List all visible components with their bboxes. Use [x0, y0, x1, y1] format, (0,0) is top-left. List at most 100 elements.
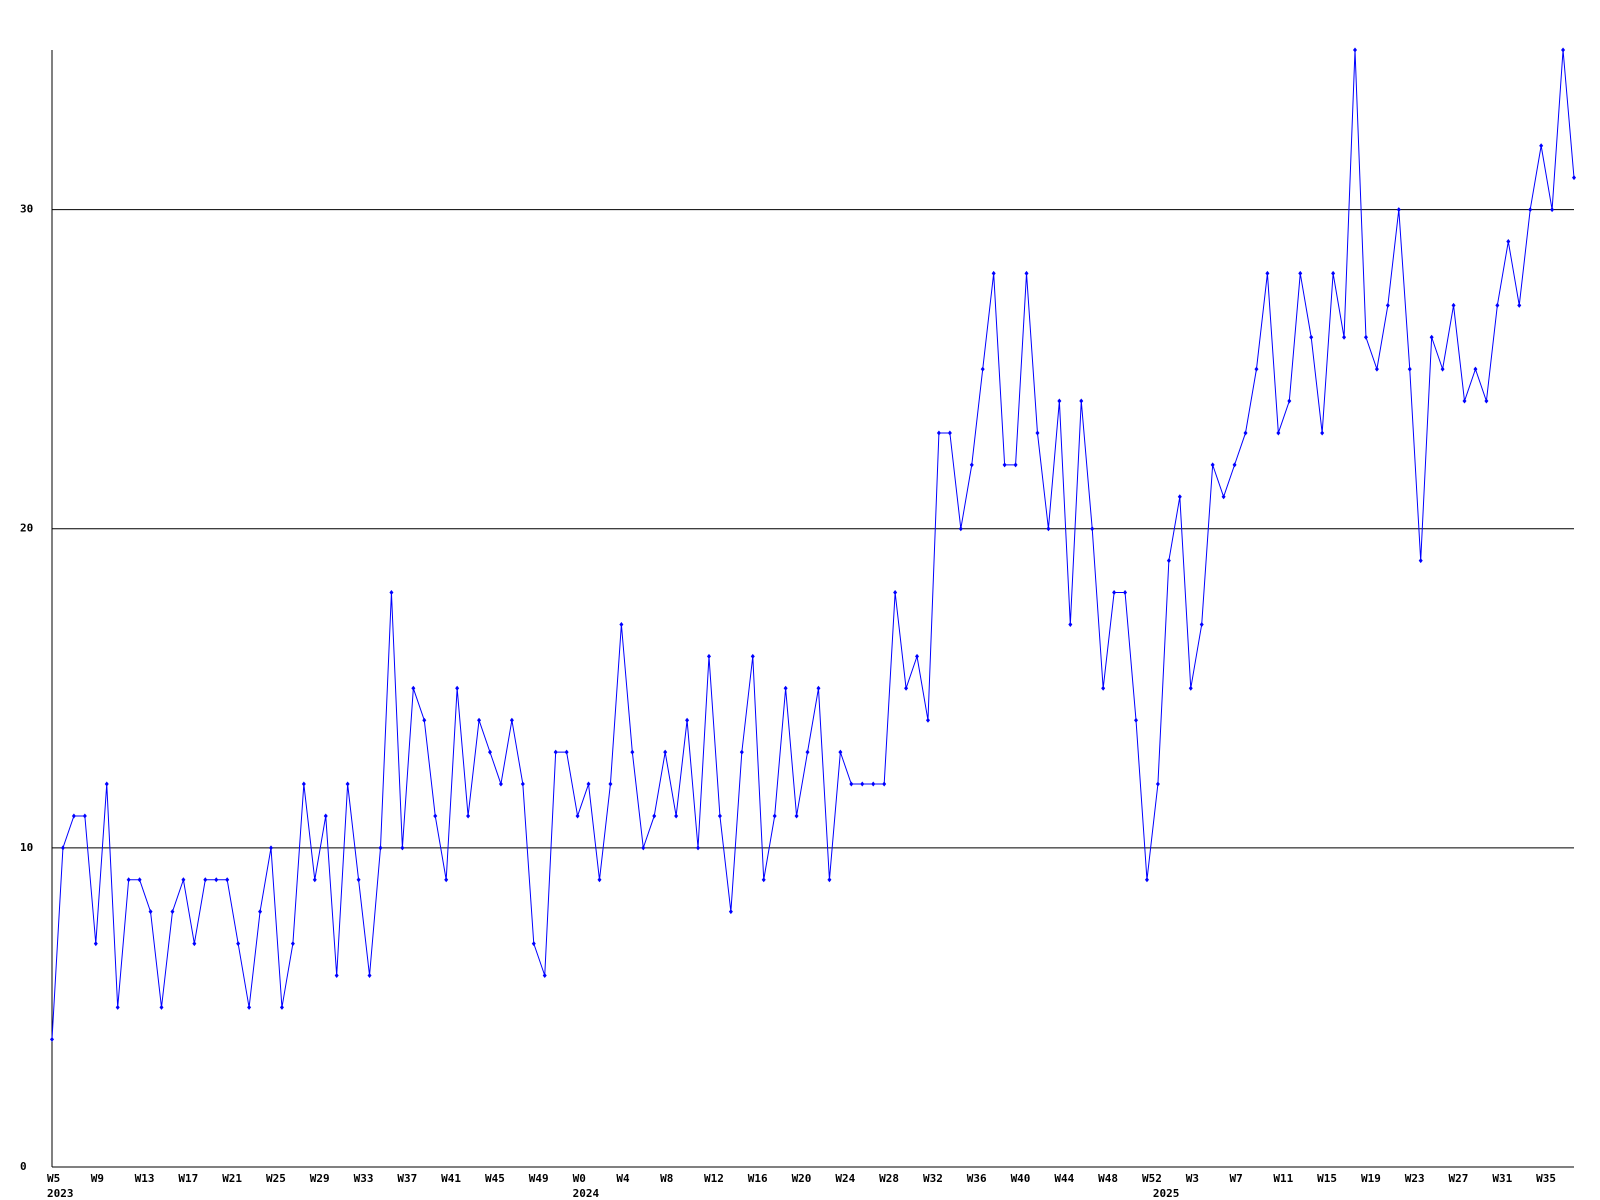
data-point: [1331, 270, 1336, 276]
data-point: [1035, 430, 1040, 436]
data-point: [247, 1004, 252, 1010]
data-point: [542, 973, 547, 979]
data-point: [115, 1004, 120, 1010]
x-tick-label: W7: [1230, 1172, 1243, 1185]
x-tick-label: W40: [1011, 1172, 1031, 1185]
data-point: [1363, 334, 1368, 340]
x-tick-label: W48: [1098, 1172, 1118, 1185]
data-point: [1572, 175, 1576, 181]
x-tick-label: W4: [616, 1172, 630, 1185]
x-tick-label: W13: [135, 1172, 155, 1185]
data-point: [312, 877, 317, 883]
x-tick-label: W12: [704, 1172, 724, 1185]
data-point: [827, 877, 832, 883]
x-tick-label: W49: [529, 1172, 549, 1185]
data-point: [969, 462, 974, 468]
data-point: [1506, 238, 1511, 244]
data-point: [838, 749, 843, 755]
data-point: [148, 909, 153, 915]
x-tick-label: W11: [1273, 1172, 1293, 1185]
data-point: [422, 717, 427, 723]
data-point: [290, 941, 295, 947]
x-tick-label: W35: [1536, 1172, 1556, 1185]
x-tick-label: W25: [266, 1172, 286, 1185]
data-point: [783, 685, 788, 691]
data-point: [1298, 270, 1303, 276]
data-point: [1374, 366, 1379, 372]
data-point: [1243, 430, 1248, 436]
data-point: [279, 1004, 284, 1010]
data-point: [586, 781, 591, 787]
data-point: [334, 973, 339, 979]
data-point: [356, 877, 361, 883]
data-point: [1101, 685, 1106, 691]
data-point: [345, 781, 350, 787]
data-point: [904, 685, 909, 691]
x-tick-label: W28: [879, 1172, 899, 1185]
data-point: [1079, 398, 1084, 404]
x-tick-label: W27: [1449, 1172, 1469, 1185]
data-point: [1539, 143, 1544, 149]
data-point: [455, 685, 460, 691]
data-point: [203, 877, 208, 883]
data-point: [991, 270, 996, 276]
data-point: [1199, 621, 1204, 627]
data-point: [1462, 398, 1467, 404]
data-point: [1144, 877, 1149, 883]
data-point: [772, 813, 777, 819]
x-tick-label: W44: [1054, 1172, 1074, 1185]
data-point: [893, 590, 898, 596]
x-tick-label: W23: [1405, 1172, 1425, 1185]
data-point: [652, 813, 657, 819]
data-point: [1134, 717, 1139, 723]
data-point: [1353, 47, 1358, 53]
data-point: [860, 781, 865, 787]
data-point: [947, 430, 952, 436]
data-line: [51, 49, 1575, 1040]
x-tick-label: W9: [91, 1172, 104, 1185]
data-point: [104, 781, 109, 787]
data-point: [597, 877, 602, 883]
data-point: [1320, 430, 1325, 436]
x-tick-label: W19: [1361, 1172, 1381, 1185]
data-point: [477, 717, 482, 723]
data-point: [641, 845, 646, 851]
data-point: [323, 813, 328, 819]
data-point: [378, 845, 383, 851]
x-tick-label: W3: [1186, 1172, 1199, 1185]
data-point: [564, 749, 569, 755]
data-point: [1232, 462, 1237, 468]
data-point: [498, 781, 503, 787]
data-point: [1254, 366, 1259, 372]
data-point: [728, 909, 733, 915]
data-point: [1155, 781, 1160, 787]
data-point: [268, 845, 273, 851]
data-point: [258, 909, 263, 915]
data-point: [936, 430, 941, 436]
data-point: [1385, 302, 1390, 308]
data-point: [411, 685, 416, 691]
data-point: [82, 813, 87, 819]
data-point: [214, 877, 219, 883]
data-point: [520, 781, 525, 787]
y-tick-label: 30: [20, 203, 33, 216]
data-point: [871, 781, 876, 787]
data-point: [958, 526, 963, 532]
data-point: [1166, 558, 1171, 564]
data-point: [663, 749, 668, 755]
data-point: [71, 813, 76, 819]
data-point: [794, 813, 799, 819]
data-point: [805, 749, 810, 755]
x-tick-label: W33: [354, 1172, 374, 1185]
data-point: [925, 717, 930, 723]
x-tick-label: W32: [923, 1172, 943, 1185]
x-tick-label: W41: [441, 1172, 461, 1185]
x-group-label: 2023: [47, 1187, 74, 1200]
data-point: [192, 941, 197, 947]
data-point: [1418, 558, 1423, 564]
data-point: [619, 621, 624, 627]
y-tick-label: 0: [20, 1160, 27, 1173]
x-tick-label: W5: [47, 1172, 60, 1185]
x-tick-label: W45: [485, 1172, 505, 1185]
